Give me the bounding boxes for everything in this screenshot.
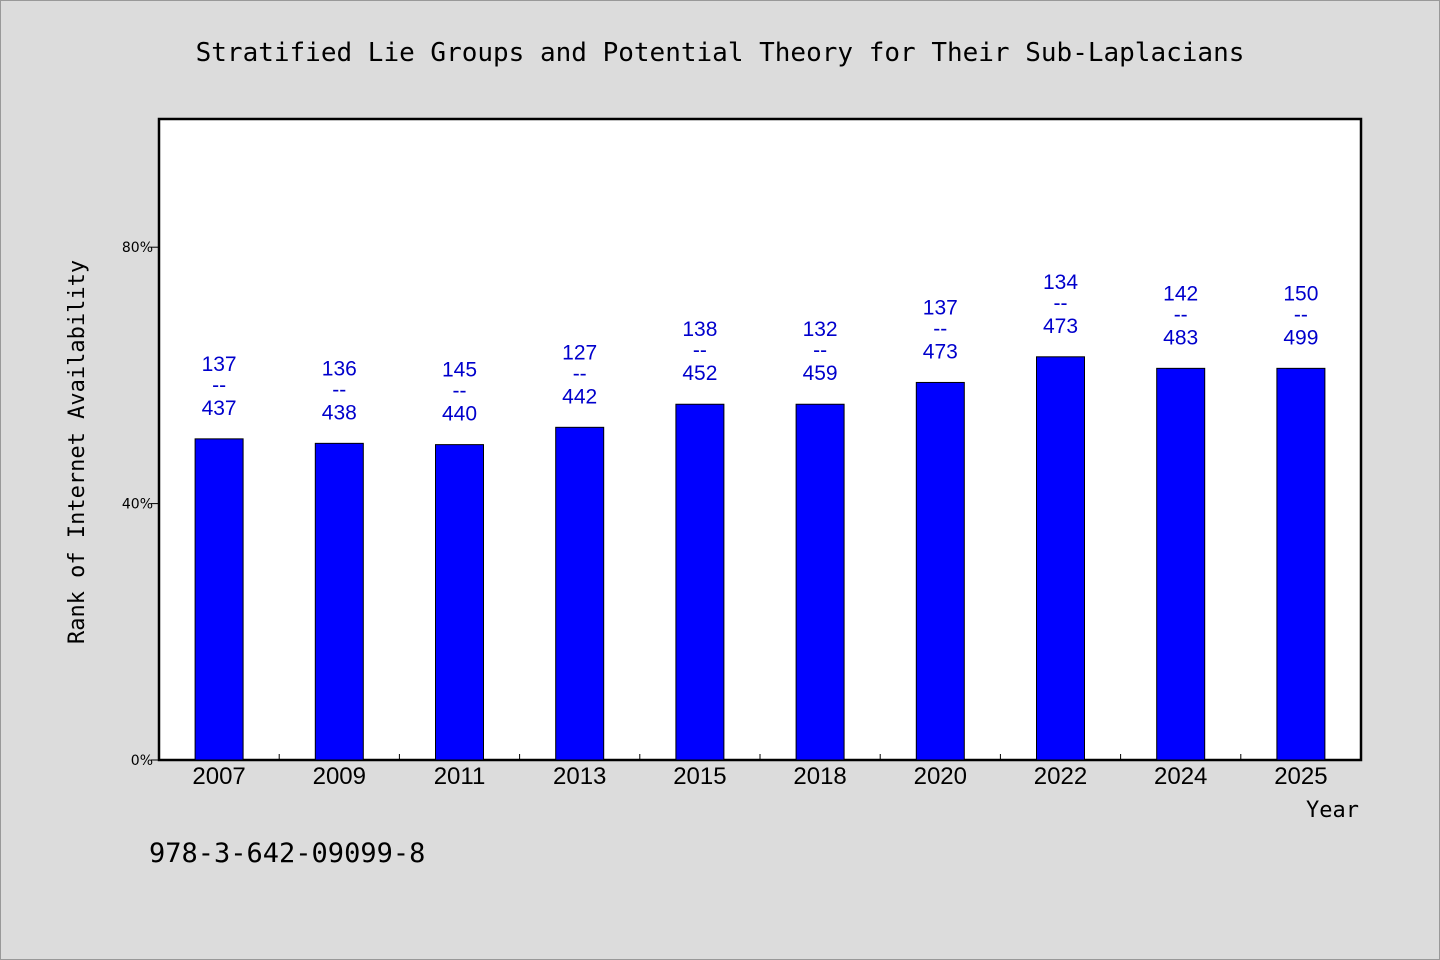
data-label-sep-2024: -- xyxy=(1174,303,1188,326)
data-label-bottom-2025: 499 xyxy=(1283,326,1318,349)
data-label-top-2024: 142 xyxy=(1163,282,1198,305)
data-label-sep-2013: -- xyxy=(573,362,587,385)
bar-2025 xyxy=(1276,367,1326,761)
data-label-top-2025: 150 xyxy=(1283,282,1318,305)
x-tick-label-2007: 2007 xyxy=(192,763,245,790)
data-label-top-2007: 137 xyxy=(202,353,237,376)
x-tick-label-2018: 2018 xyxy=(793,763,846,790)
data-label-sep-2025: -- xyxy=(1294,303,1308,326)
chart-title: Stratified Lie Groups and Potential Theo… xyxy=(196,38,1245,68)
bar-2009 xyxy=(314,442,364,761)
data-label-top-2020: 137 xyxy=(923,296,958,319)
y-tick-label-0: 0% xyxy=(131,753,153,769)
data-label-sep-2022: -- xyxy=(1054,292,1068,315)
data-label-bottom-2009: 438 xyxy=(322,401,357,424)
x-axis-label: Year xyxy=(1306,798,1359,823)
data-label-sep-2020: -- xyxy=(933,317,947,340)
data-label-top-2022: 134 xyxy=(1043,271,1078,294)
data-label-top-2018: 132 xyxy=(803,318,838,341)
y-tick-label-40: 40% xyxy=(122,497,153,513)
y-axis-label: Rank of Internet Availability xyxy=(65,260,90,644)
x-tick-label-2013: 2013 xyxy=(553,763,606,790)
bar-2015 xyxy=(675,403,725,761)
isbn-footnote: 978-3-642-09099-8 xyxy=(149,838,425,869)
y-tick-label-80: 80% xyxy=(122,240,153,256)
x-axis: 2007 2009 2011 2013 2015 2018 2020 2022 2024 2025 xyxy=(192,754,1328,790)
x-tick-label-2025: 2025 xyxy=(1274,763,1327,790)
data-label-bottom-2011: 440 xyxy=(442,403,477,426)
bar-2024 xyxy=(1156,367,1206,761)
x-tick-label-2024: 2024 xyxy=(1154,763,1207,790)
x-tick-label-2015: 2015 xyxy=(673,763,726,790)
data-label-bottom-2015: 452 xyxy=(682,362,717,385)
bar-2018 xyxy=(795,403,845,761)
x-tick-label-2022: 2022 xyxy=(1034,763,1087,790)
bar-2020 xyxy=(915,381,965,761)
data-label-sep-2007: -- xyxy=(212,374,226,397)
bar-2007 xyxy=(194,438,244,761)
data-label-bottom-2007: 437 xyxy=(202,397,237,420)
data-labels-layer: 137--437136--438145--440127--442138--452… xyxy=(202,271,1319,426)
data-label-sep-2009: -- xyxy=(332,378,346,401)
data-label-bottom-2022: 473 xyxy=(1043,315,1078,338)
data-label-top-2015: 138 xyxy=(682,318,717,341)
bar-2011 xyxy=(435,444,484,761)
bars-layer xyxy=(194,356,1326,761)
x-tick-label-2020: 2020 xyxy=(914,763,967,790)
data-label-bottom-2020: 473 xyxy=(923,340,958,363)
data-label-sep-2018: -- xyxy=(813,339,827,362)
x-tick-label-2009: 2009 xyxy=(313,763,366,790)
data-label-sep-2011: -- xyxy=(453,380,467,403)
data-label-bottom-2013: 442 xyxy=(562,385,597,408)
y-axis: 0% 40% 80% xyxy=(122,240,159,769)
data-label-sep-2015: -- xyxy=(693,339,707,362)
bar-2013 xyxy=(555,426,605,761)
data-label-top-2009: 136 xyxy=(322,357,357,380)
data-label-bottom-2024: 483 xyxy=(1163,326,1198,349)
data-label-top-2013: 127 xyxy=(562,341,597,364)
data-label-top-2011: 145 xyxy=(442,359,477,382)
x-tick-label-2011: 2011 xyxy=(434,763,486,790)
bar-2022 xyxy=(1036,356,1085,761)
data-label-bottom-2018: 459 xyxy=(803,362,838,385)
